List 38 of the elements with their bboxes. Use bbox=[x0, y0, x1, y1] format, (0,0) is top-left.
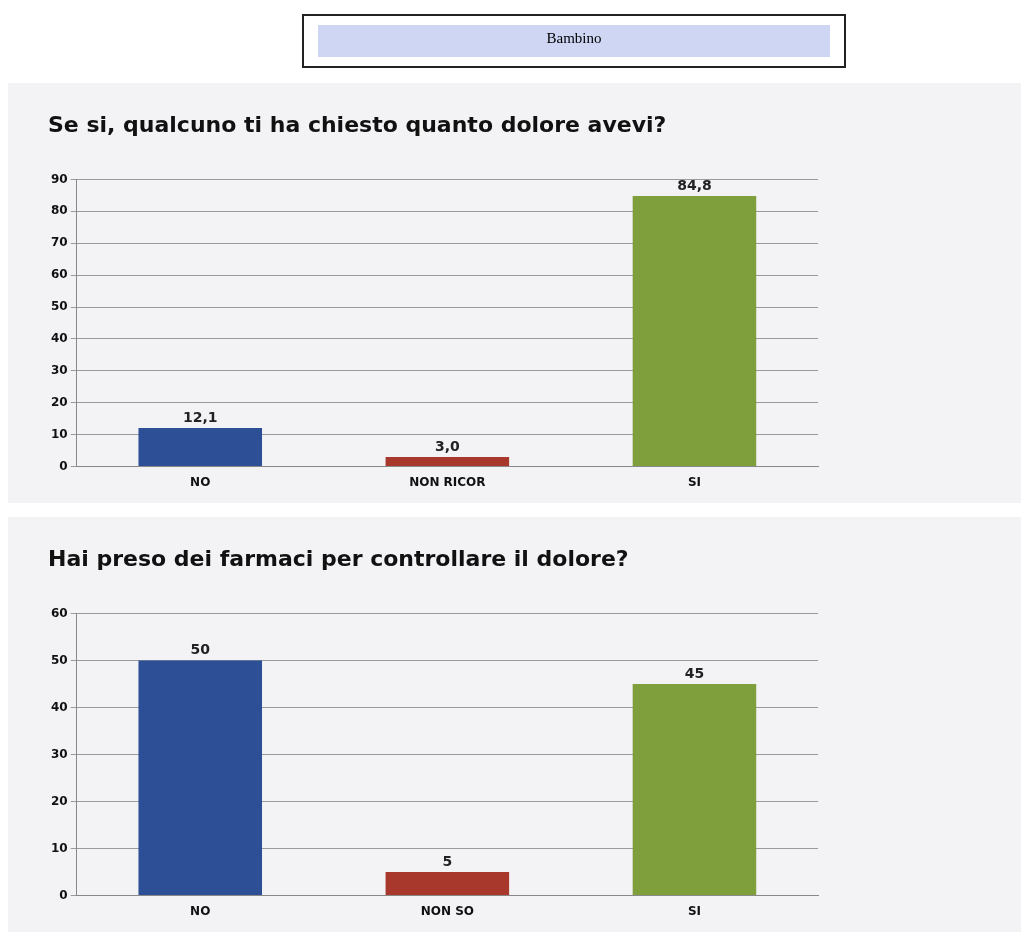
x-tick-label: NON SO bbox=[420, 903, 475, 918]
data-label: 84,8 bbox=[677, 176, 712, 193]
y-tick-label: 70 bbox=[51, 235, 68, 250]
text: Bambino bbox=[318, 25, 830, 57]
x-tick-label: NO bbox=[190, 903, 211, 918]
bar bbox=[385, 872, 510, 896]
y-tick-label: 60 bbox=[51, 605, 68, 620]
y-tick-label: 60 bbox=[51, 267, 68, 282]
data-label: 3,0 bbox=[434, 437, 460, 454]
y-tick-label: 80 bbox=[51, 203, 68, 218]
y-tick-label: 10 bbox=[51, 840, 68, 855]
y-tick-label: 20 bbox=[51, 793, 68, 808]
y-tick-label: 10 bbox=[51, 426, 68, 441]
data-label: 45 bbox=[684, 664, 705, 681]
chart-title: Se si, qualcuno ti ha chiesto quanto dolore avevi? bbox=[48, 111, 667, 137]
bar bbox=[138, 660, 263, 896]
y-tick-label: 50 bbox=[51, 652, 68, 667]
x-tick-label: NO bbox=[190, 474, 211, 489]
bar bbox=[632, 195, 757, 467]
x-tick-label: NON RICOR bbox=[409, 474, 486, 489]
y-tick-label: 30 bbox=[51, 746, 68, 761]
x-tick-label: SI bbox=[687, 474, 701, 489]
y-tick-label: 30 bbox=[51, 362, 68, 377]
y-tick-label: 0 bbox=[59, 458, 68, 473]
x-tick-label: SI bbox=[687, 903, 701, 918]
data-label: 12,1 bbox=[182, 408, 218, 425]
y-tick-label: 40 bbox=[51, 699, 68, 714]
y-tick-label: 20 bbox=[51, 394, 68, 409]
bar bbox=[385, 457, 510, 467]
y-tick-label: 0 bbox=[59, 887, 68, 902]
bar bbox=[632, 683, 757, 896]
bar bbox=[138, 427, 263, 467]
y-tick-label: 90 bbox=[51, 171, 68, 186]
data-label: 50 bbox=[190, 641, 211, 658]
y-tick-label: 50 bbox=[51, 299, 68, 314]
data-label: 5 bbox=[442, 852, 453, 869]
chart-title: Hai preso dei farmaci per controllare il dolore? bbox=[48, 545, 629, 571]
y-tick-label: 40 bbox=[51, 331, 68, 346]
